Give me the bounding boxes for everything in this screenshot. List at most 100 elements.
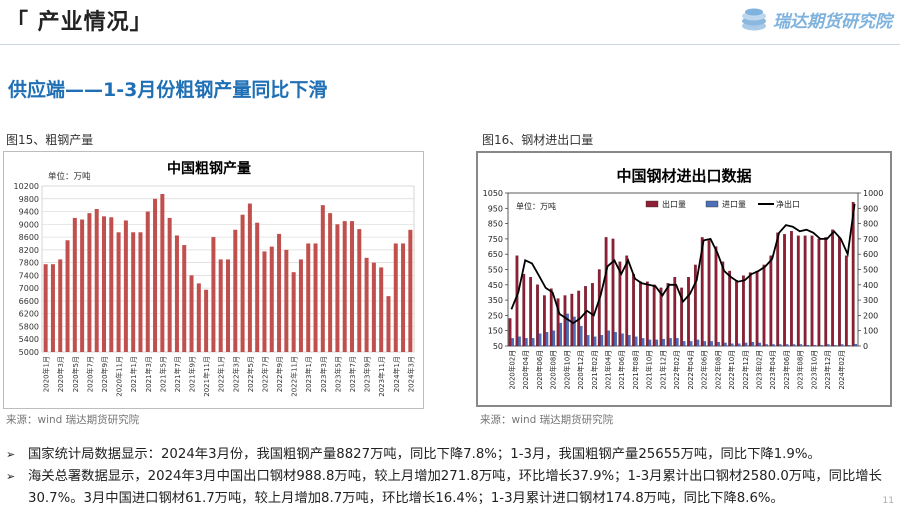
- bar: [247, 203, 252, 352]
- export-bar: [508, 318, 512, 347]
- export-bar: [824, 237, 828, 347]
- figure15-caption: 图15、粗钢产量: [6, 133, 94, 147]
- x-tick-label: 2021年5月: [158, 356, 167, 392]
- bar: [306, 243, 311, 352]
- export-bar: [570, 293, 574, 347]
- bar: [109, 217, 114, 352]
- bar: [43, 264, 48, 352]
- import-bar: [559, 322, 562, 347]
- x-tick-label: 2020年9月: [100, 356, 109, 392]
- export-bar: [687, 277, 690, 347]
- x-tick-label: 2020年08月: [549, 350, 558, 390]
- x-tick-label: 2023年08月: [796, 350, 805, 390]
- bar: [342, 221, 347, 352]
- import-bar: [552, 330, 556, 347]
- export-bar: [652, 284, 656, 347]
- bar: [255, 222, 260, 352]
- bar: [94, 208, 99, 352]
- y-right-tick-label: 600: [863, 250, 878, 259]
- bar: [72, 217, 77, 352]
- x-tick-label: 2021年04月: [604, 350, 613, 390]
- import-bar: [531, 338, 535, 347]
- bar: [328, 213, 333, 352]
- import-bar: [778, 344, 782, 347]
- export-bar: [659, 287, 663, 347]
- bar: [204, 289, 209, 352]
- brand-name: 瑞达期货研究院: [773, 11, 892, 32]
- x-tick-label: 2021年12月: [658, 350, 667, 390]
- import-bar: [607, 330, 610, 347]
- bar: [116, 232, 121, 352]
- y-tick-label: 5000: [19, 348, 39, 357]
- bar: [225, 259, 231, 352]
- x-tick-label: 2023年06月: [782, 350, 791, 390]
- import-bar: [662, 338, 665, 347]
- y-right-tick-label: 200: [863, 311, 878, 320]
- x-tick-label: 2023年11月: [377, 356, 386, 397]
- bar: [101, 216, 107, 352]
- import-bar: [668, 338, 672, 347]
- y-right-tick-label: 500: [863, 266, 878, 275]
- export-bar: [611, 238, 615, 347]
- bar: [138, 232, 143, 352]
- bar: [123, 220, 128, 352]
- arrow-bullet-icon: ➢: [6, 470, 16, 483]
- y-left-tick-label: 650: [488, 250, 503, 259]
- y-tick-label: 5800: [19, 322, 39, 331]
- x-tick-label: 2022年06月: [700, 350, 709, 390]
- import-bar: [854, 344, 858, 347]
- y-right-tick-label: 1000: [863, 189, 883, 198]
- x-tick-label: 2022年7月: [260, 356, 269, 392]
- import-bar: [641, 338, 645, 347]
- y-left-tick-label: 750: [488, 235, 503, 244]
- page-number: 11: [882, 496, 894, 506]
- y-left-tick-label: 250: [488, 311, 503, 320]
- figure16-caption: 图16、钢材进出口量: [482, 133, 594, 147]
- export-bar: [563, 295, 567, 347]
- import-bar: [689, 341, 693, 347]
- bullet-text: 国家统计局数据显示：2024年3月份，我国粗钢产量8827万吨，同比下降7.8%…: [28, 447, 821, 462]
- import-bar: [785, 344, 789, 347]
- bar: [335, 224, 340, 352]
- x-tick-label: 2022年08月: [713, 350, 722, 390]
- legend-export-swatch: [645, 200, 659, 208]
- export-bar: [556, 298, 560, 347]
- bar: [298, 259, 303, 352]
- export-bar: [618, 261, 622, 347]
- y-tick-label: 9800: [19, 195, 39, 204]
- coins-icon: [742, 8, 766, 31]
- crude-steel-chart-frame: 5000 5400 5800 6200 6600 7000 7400 7800 8200 8600…: [3, 151, 424, 409]
- export-bar: [769, 255, 773, 347]
- bullet-text: 海关总署数据显示，2024年3月中国出口钢材988.8万吨，较上月增加271.8…: [28, 469, 882, 506]
- import-bar: [758, 342, 761, 347]
- x-tick-label: 2023年10月: [809, 350, 818, 390]
- import-bar: [840, 344, 844, 347]
- bar: [386, 296, 391, 352]
- legend-export-label: 出口量: [662, 199, 686, 209]
- import-bar: [579, 325, 583, 347]
- x-tick-label: 2023年3月: [319, 356, 328, 392]
- x-tick-label: 2020年1月: [42, 356, 51, 392]
- y-tick-label: 6200: [19, 310, 39, 319]
- x-tick-label: 2022年11月: [290, 356, 299, 397]
- x-tick-label: 2023年04月: [768, 350, 777, 390]
- y-right-tick-label: 100: [863, 327, 878, 336]
- bar: [393, 243, 398, 352]
- import-bar: [634, 336, 638, 347]
- y-right-tick-label: 0: [863, 342, 868, 351]
- import-bar: [538, 333, 542, 347]
- x-tick-label: 2020年10月: [562, 350, 571, 390]
- import-bar: [620, 333, 624, 347]
- import-bar: [682, 341, 686, 347]
- export-bar: [762, 264, 766, 347]
- x-tick-label: 2022年10月: [727, 350, 736, 390]
- y-right-tick-label: 400: [863, 281, 878, 290]
- x-tick-label: 2023年5月: [333, 356, 342, 392]
- import-bar: [765, 344, 768, 347]
- legend-import-label: 进口量: [722, 200, 746, 209]
- x-tick-label: 2022年02月: [672, 350, 681, 390]
- y-tick-label: 8600: [19, 233, 39, 242]
- y-left-tick-label: 450: [488, 281, 503, 290]
- section-title: 供应端——1-3月份粗钢产量同比下滑: [8, 79, 328, 101]
- export-bar: [632, 273, 635, 347]
